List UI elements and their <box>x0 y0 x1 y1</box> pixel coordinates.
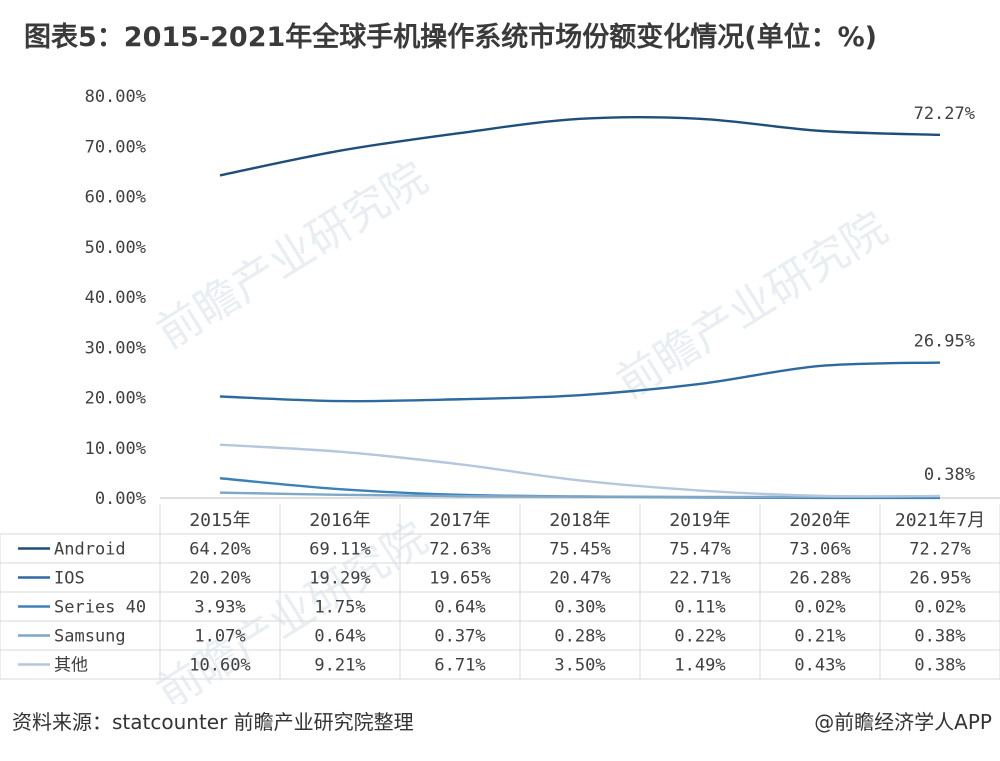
source-note: 资料来源：statcounter 前瞻产业研究院整理 <box>12 710 414 734</box>
legend-label-samsung: Samsung <box>54 627 126 647</box>
y-tick-label: 0.00% <box>95 489 146 509</box>
table-cell: 0.43% <box>794 656 845 676</box>
chart-title: 图表5：2015-2021年全球手机操作系统市场份额变化情况(单位：%) <box>24 22 878 53</box>
table-cell: 72.27% <box>909 540 970 560</box>
x-tick-label: 2018年 <box>549 510 610 531</box>
x-tick-label: 2016年 <box>309 510 370 531</box>
table-cell: 0.30% <box>554 598 605 618</box>
table-cell: 1.49% <box>674 656 725 676</box>
table-cell: 0.02% <box>794 598 845 618</box>
legend-label-other: 其他 <box>54 656 88 676</box>
table-cell: 0.38% <box>914 627 965 647</box>
series-line-other <box>219 443 941 498</box>
table-cell: 0.38% <box>914 656 965 676</box>
series-line-android <box>219 115 941 177</box>
table-cell: 0.64% <box>434 598 485 618</box>
table-cell: 20.47% <box>549 569 610 589</box>
table-cell: 0.11% <box>674 598 725 618</box>
table-cell: 72.63% <box>429 540 490 560</box>
table-cell: 3.93% <box>194 598 245 618</box>
table-cell: 1.07% <box>194 627 245 647</box>
table-cell: 22.71% <box>669 569 730 589</box>
legend-label-android: Android <box>54 540 126 560</box>
table-cell: 6.71% <box>434 656 485 676</box>
data-label-android: 72.27% <box>914 104 975 124</box>
y-tick-label: 30.00% <box>85 338 146 358</box>
table-cell: 0.22% <box>674 627 725 647</box>
table-cell: 19.65% <box>429 569 490 589</box>
table-cell: 75.45% <box>549 540 610 560</box>
y-tick-label: 10.00% <box>85 439 146 459</box>
table-cell: 73.06% <box>789 540 850 560</box>
watermark-text: 前瞻产业研究院 <box>148 152 436 358</box>
x-tick-label: 2019年 <box>669 510 730 531</box>
x-tick-label: 2021年7月 <box>895 510 985 531</box>
legend-label-series-40: Series 40 <box>54 598 146 618</box>
y-tick-label: 40.00% <box>85 288 146 308</box>
table-cell: 0.21% <box>794 627 845 647</box>
table-cell: 69.11% <box>309 540 370 560</box>
y-tick-label: 20.00% <box>85 389 146 409</box>
y-tick-label: 80.00% <box>85 87 146 107</box>
y-tick-label: 70.00% <box>85 137 146 157</box>
data-label-samsung: 0.38% <box>924 465 975 485</box>
table-cell: 75.47% <box>669 540 730 560</box>
table-cell: 64.20% <box>189 540 250 560</box>
y-tick-label: 50.00% <box>85 238 146 258</box>
line-chart: 前瞻产业研究院 前瞻产业研究院前瞻产业研究院0.00%10.00%20.00%30… <box>0 87 1000 704</box>
table-cell: 19.29% <box>309 569 370 589</box>
table-cell: 0.02% <box>914 598 965 618</box>
table-cell: 10.60% <box>189 656 250 676</box>
table-cell: 26.28% <box>789 569 850 589</box>
x-tick-label: 2015年 <box>189 510 250 531</box>
watermark-text: 前瞻产业研究院 <box>608 202 896 408</box>
credit-note: @前瞻经济学人APP <box>814 710 992 734</box>
series-line-ios <box>219 361 941 403</box>
table-cell: 1.75% <box>314 598 365 618</box>
table-cell: 0.64% <box>314 627 365 647</box>
x-tick-label: 2020年 <box>789 510 850 531</box>
table-cell: 26.95% <box>909 569 970 589</box>
table-cell: 0.28% <box>554 627 605 647</box>
table-cell: 3.50% <box>554 656 605 676</box>
data-label-ios: 26.95% <box>914 332 975 352</box>
table-cell: 0.37% <box>434 627 485 647</box>
table-cell: 9.21% <box>314 656 365 676</box>
x-tick-label: 2017年 <box>429 510 490 531</box>
table-cell: 20.20% <box>189 569 250 589</box>
legend-label-ios: IOS <box>54 569 85 589</box>
y-tick-label: 60.00% <box>85 188 146 208</box>
